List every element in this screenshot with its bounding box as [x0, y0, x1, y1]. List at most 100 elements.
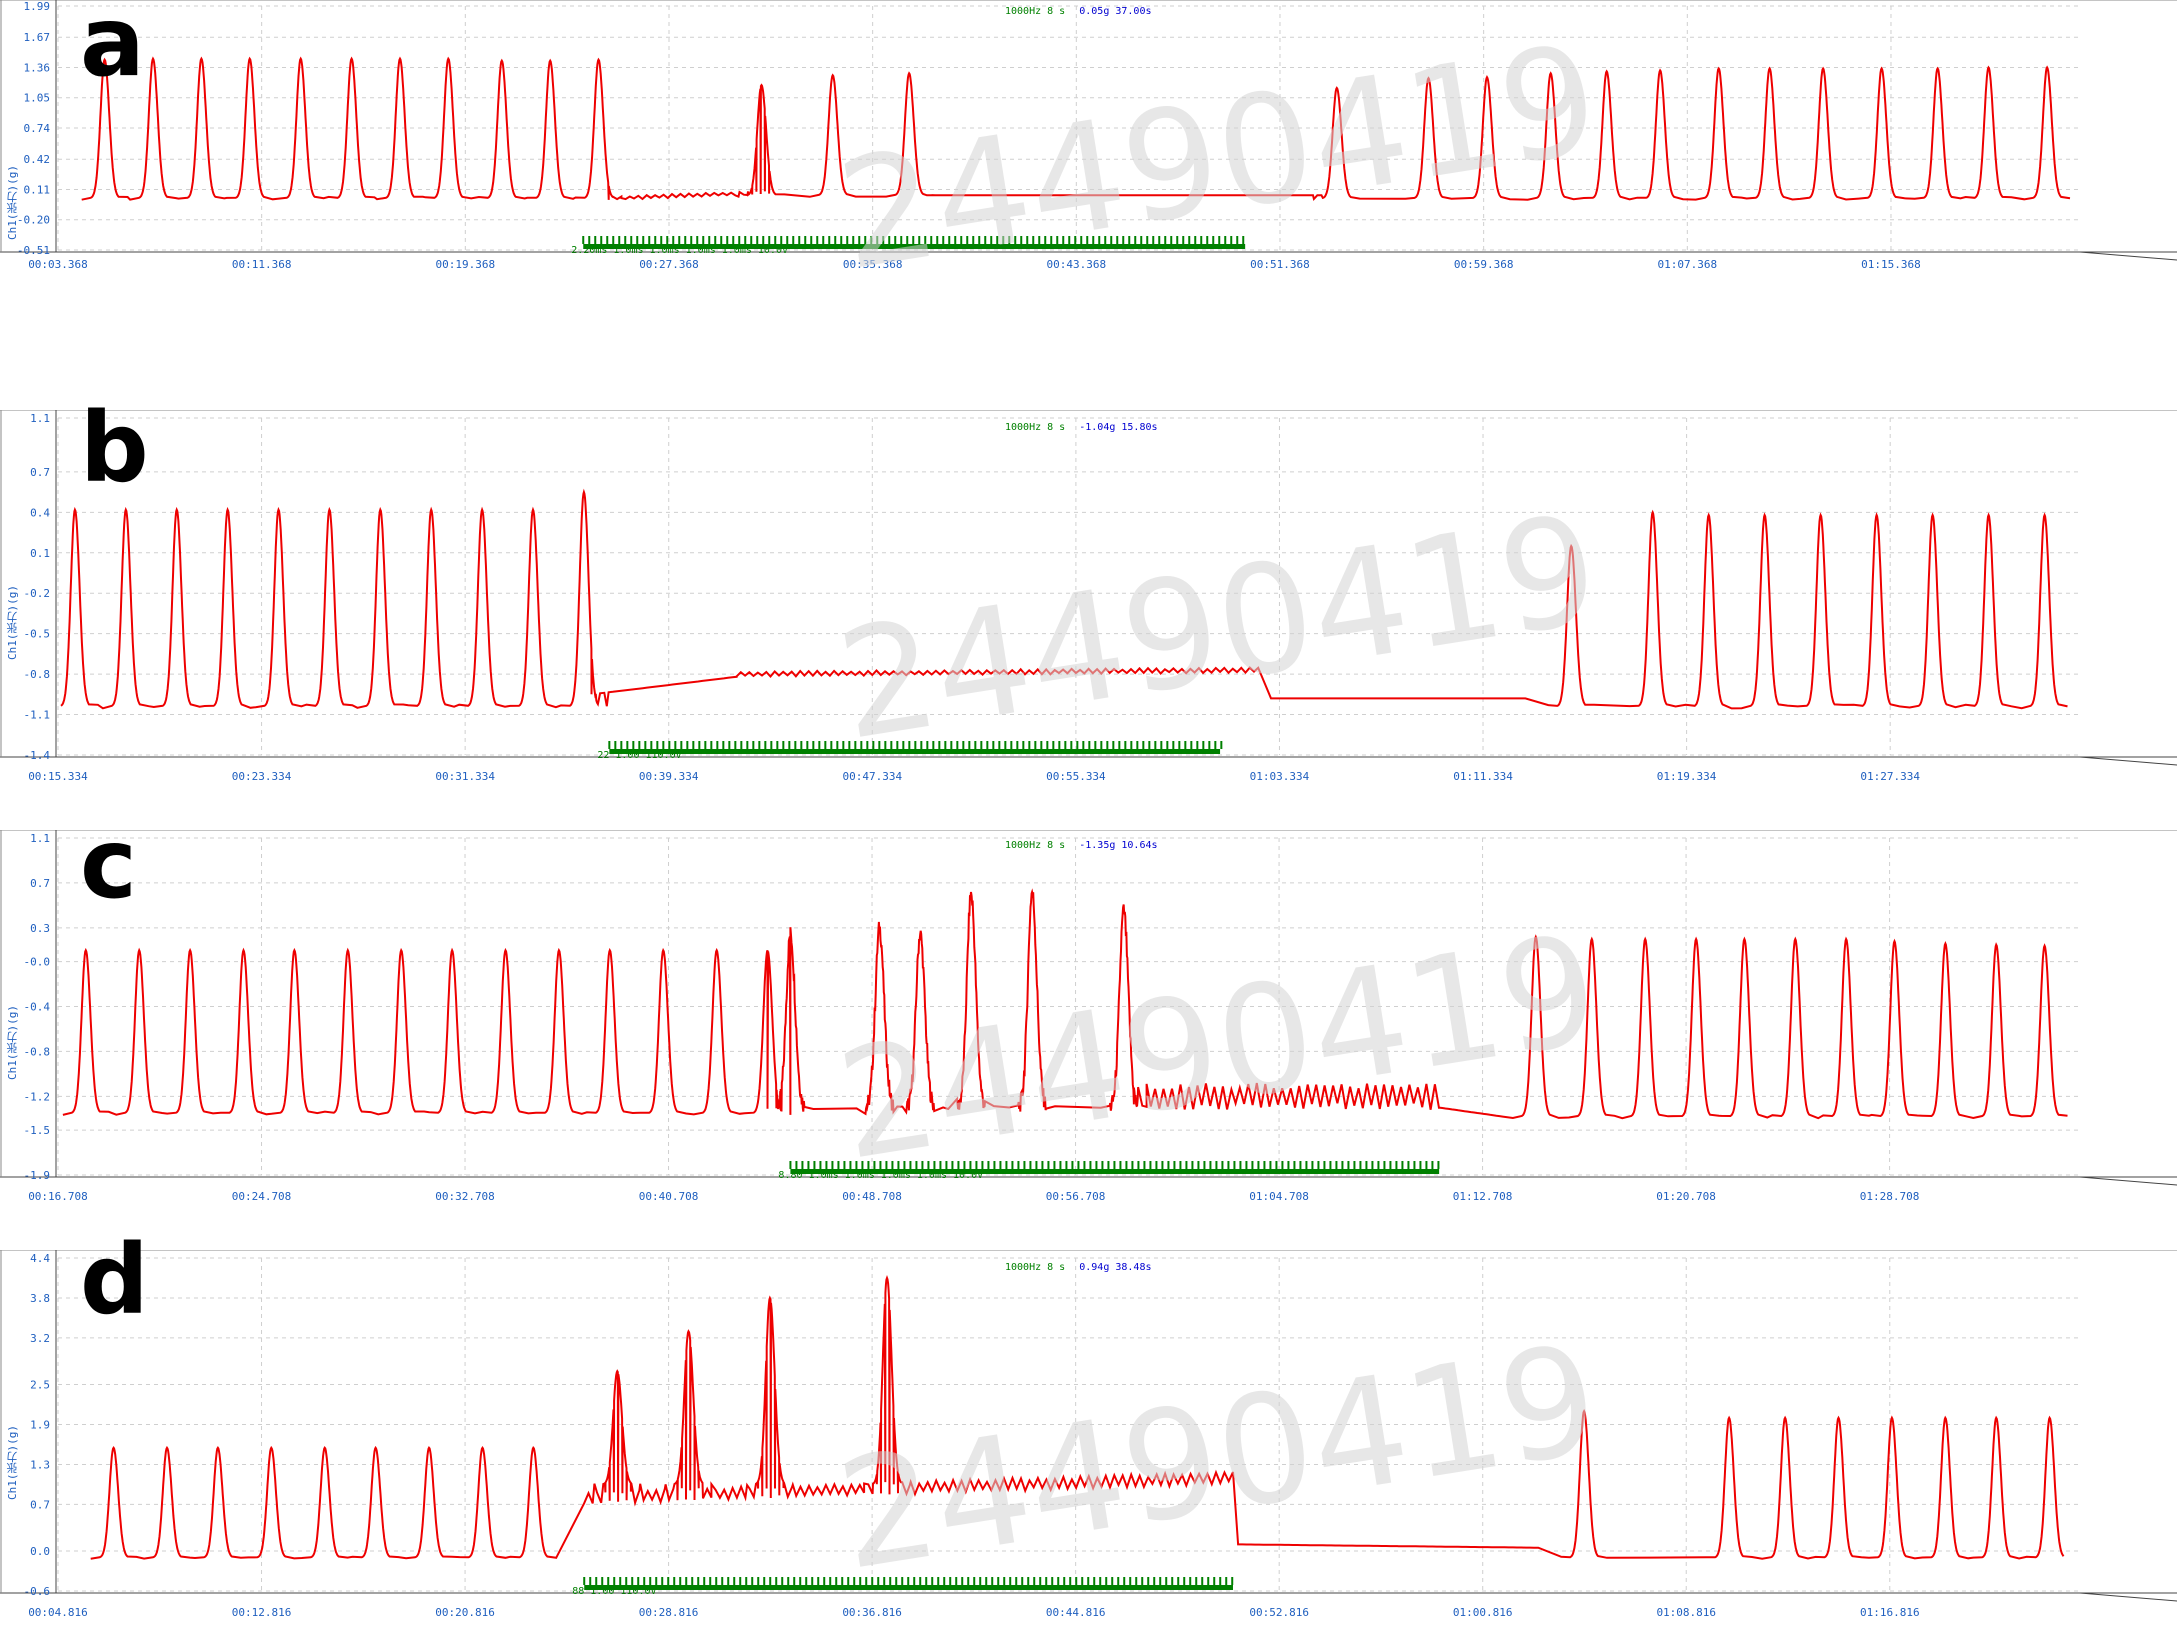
panel-letter: c [80, 808, 137, 920]
y-tick-label: 3.8 [30, 1292, 50, 1305]
plot-a: 1.991.671.361.050.740.420.11-0.20-0.5100… [0, 0, 2177, 271]
stimulus-bar [609, 749, 1221, 754]
header-info: 1000Hz 8 s -1.04g 15.80s [1005, 422, 1158, 433]
y-tick-label: 0.7 [30, 1498, 50, 1511]
header-info: 1000Hz 8 s -1.35g 10.64s [1005, 840, 1158, 851]
x-tick-label: 00:04.816 [28, 1606, 88, 1619]
sample-rate-label: 1000Hz 8 s [1005, 840, 1066, 851]
y-tick-label: 4.4 [30, 1252, 50, 1265]
y-tick-label: -0.2 [24, 587, 51, 600]
stimulus-label: 22 1.00 110.0V [597, 750, 681, 761]
x-tick-label: 00:43.368 [1047, 258, 1107, 271]
panel-a: 1.99 1.67 1.36 1.05 0.74 0.42 0.11 -0.20 -0.51 00… [0, 0, 2177, 304]
x-tick-label: 01:16.816 [1860, 1606, 1920, 1619]
x-tick-label: 00:15.334 [28, 770, 88, 783]
y-axis-title: Ch1(张力)(g) [6, 1005, 19, 1080]
stimulus-label: 2.20ms 1.0ms 1.0ms 1.0ms 1.0ms 10.0V [571, 245, 788, 256]
x-tick-label: 00:47.334 [843, 770, 903, 783]
x-tick-label: 00:12.816 [232, 1606, 292, 1619]
x-tick-label: 00:27.368 [639, 258, 699, 271]
sample-rate-label: 1000Hz 8 s [1005, 6, 1066, 17]
y-tick-label: 0.42 [24, 153, 51, 166]
plot-d: 4.4 3.8 3.2 2.5 1.9 1.3 0.7 0.0 -0.6 00:04.816 00:… [0, 1250, 2177, 1619]
x-tick-label: 01:00.816 [1453, 1606, 1513, 1619]
stimulus-label: 88 1.00 110.0V [572, 1586, 656, 1597]
x-tick-label: 00:39.334 [639, 770, 699, 783]
panel-d: 4.4 3.8 3.2 2.5 1.9 1.3 0.7 0.0 -0.6 00:04.816 00:… [0, 1232, 2177, 1636]
y-tick-label: 1.05 [24, 92, 51, 105]
stimulus-label: 8.80 1.0ms 1.0ms 1.0ms 1.0ms 10.0V [778, 1170, 983, 1181]
cursor-value-label: 0.94g 38.48s [1079, 1262, 1152, 1273]
y-tick-label: 1.1 [30, 412, 50, 425]
x-tick-label: 00:40.708 [639, 1190, 699, 1203]
y-tick-label: -0.20 [17, 214, 50, 227]
x-tick-label: 01:07.368 [1658, 258, 1718, 271]
plot-c: 1.1 0.7 0.3 -0.0 -0.4 -0.8 -1.2 -1.5 -1.9 00:16.7… [0, 830, 2177, 1203]
y-tick-label: -0.6 [24, 1585, 51, 1598]
x-tick-label: 00:31.334 [435, 770, 495, 783]
sample-rate-label: 1000Hz 8 s [1005, 422, 1066, 433]
y-tick-label: -0.8 [24, 1045, 51, 1058]
y-tick-label: -1.9 [24, 1169, 51, 1182]
tension-trace [62, 888, 2068, 1120]
x-tick-label: 01:27.334 [1860, 770, 1920, 783]
x-tick-label: 00:23.334 [232, 770, 292, 783]
panel-b: 1.1 0.7 0.4 0.1 -0.2 -0.5 -0.8 -1.1 -1.4 00:15.33… [0, 400, 2177, 800]
cursor-value-label: 0.05g 37.00s [1079, 6, 1152, 17]
y-tick-label: 0.0 [30, 1545, 50, 1558]
stimulus-bar [584, 1585, 1233, 1590]
x-tick-label: 00:28.816 [639, 1606, 699, 1619]
y-tick-label: -1.4 [24, 749, 51, 762]
x-tick-label: 01:15.368 [1861, 258, 1921, 271]
x-tick-label: 00:56.708 [1046, 1190, 1106, 1203]
x-tick-label: 01:03.334 [1250, 770, 1310, 783]
x-tick-label: 00:35.368 [843, 258, 903, 271]
cursor-value-label: -1.04g 15.80s [1079, 422, 1158, 433]
y-tick-label: 0.7 [30, 877, 50, 890]
y-tick-label: 1.3 [30, 1458, 50, 1471]
x-tick-label: 00:51.368 [1250, 258, 1310, 271]
header-info: 1000Hz 8 s 0.05g 37.00s [1005, 6, 1152, 17]
y-tick-label: -0.0 [24, 956, 51, 969]
tension-trace [90, 1275, 2065, 1560]
frame-right-corner [2079, 1176, 2177, 1186]
tension-trace [60, 488, 2068, 710]
x-tick-label: 00:16.708 [28, 1190, 88, 1203]
header-info: 1000Hz 8 s 0.94g 38.48s [1005, 1262, 1152, 1273]
y-tick-label: 1.9 [30, 1419, 50, 1432]
x-tick-label: 01:19.334 [1657, 770, 1717, 783]
x-tick-label: 00:55.334 [1046, 770, 1106, 783]
x-tick-label: 01:04.708 [1249, 1190, 1309, 1203]
cursor-value-label: -1.35g 10.64s [1079, 840, 1158, 851]
panel-letter: b [80, 392, 149, 504]
sample-rate-label: 1000Hz 8 s [1005, 1262, 1066, 1273]
x-tick-label: 00:24.708 [232, 1190, 292, 1203]
tension-trace [81, 56, 2071, 202]
y-tick-label: 2.5 [30, 1379, 50, 1392]
stimulus-bar [790, 1169, 1440, 1174]
x-tick-label: 00:32.708 [435, 1190, 495, 1203]
y-axis-title: Ch1(张力)(g) [6, 585, 19, 660]
x-tick-label: 00:48.708 [842, 1190, 902, 1203]
stimulus-bar [583, 244, 1246, 249]
y-tick-label: 1.1 [30, 832, 50, 845]
x-tick-label: 01:12.708 [1453, 1190, 1513, 1203]
y-tick-label: 0.3 [30, 922, 50, 935]
x-tick-label: 00:44.816 [1046, 1606, 1106, 1619]
x-tick-label: 00:59.368 [1454, 258, 1514, 271]
x-tick-label: 00:03.368 [28, 258, 88, 271]
y-tick-label: 3.2 [30, 1332, 50, 1345]
x-tick-label: 00:20.816 [435, 1606, 495, 1619]
y-axis-title: Ch1(张力)(g) [6, 165, 19, 240]
frame-right-corner [2079, 251, 2177, 261]
x-tick-label: 00:36.816 [842, 1606, 902, 1619]
y-tick-label: 1.67 [24, 31, 51, 44]
plot-b: 1.1 0.7 0.4 0.1 -0.2 -0.5 -0.8 -1.1 -1.4 00:15.33… [0, 410, 2177, 783]
panel-c: 1.1 0.7 0.3 -0.0 -0.4 -0.8 -1.2 -1.5 -1.9 00:16.7… [0, 816, 2177, 1220]
y-tick-label: 1.99 [24, 0, 51, 13]
y-tick-label: 0.74 [24, 122, 51, 135]
frame-right-corner [2079, 756, 2177, 766]
x-tick-label: 00:11.368 [232, 258, 292, 271]
y-tick-label: -0.51 [17, 244, 50, 257]
x-tick-label: 01:11.334 [1453, 770, 1513, 783]
